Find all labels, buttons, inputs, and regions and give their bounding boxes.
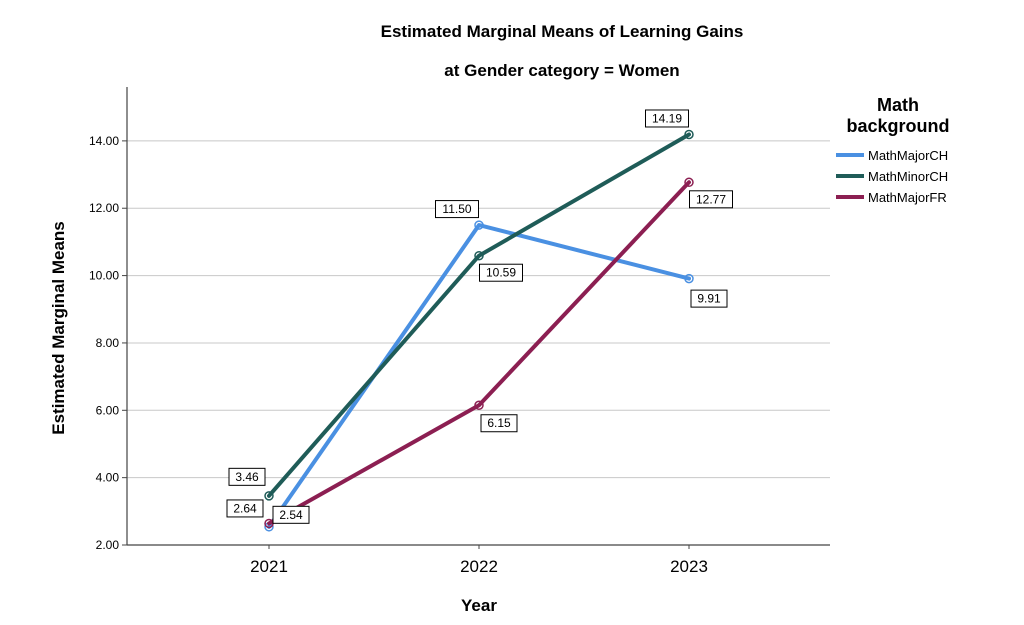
legend-title-line1: Math <box>877 95 919 115</box>
data-label-box <box>435 200 479 219</box>
data-label: 10.59 <box>486 266 516 280</box>
chart-title: Estimated Marginal Means of Learning Gai… <box>381 22 744 41</box>
chart-subtitle: at Gender category = Women <box>444 61 679 80</box>
legend-items: MathMajorCH MathMinorCH MathMajorFR <box>836 148 948 205</box>
x-tick-label: 2023 <box>670 557 708 576</box>
data-point <box>264 491 274 501</box>
data-point <box>474 400 484 410</box>
data-point <box>684 129 694 140</box>
y-tick-label: 12.00 <box>89 201 119 215</box>
data-label-box <box>689 190 733 209</box>
y-tick-labels: 2.00 4.00 6.00 8.00 10.00 12.00 14.00 <box>89 134 119 552</box>
y-tick-label: 4.00 <box>96 471 120 485</box>
y-tick-label: 14.00 <box>89 134 119 148</box>
y-tick-label: 10.00 <box>89 269 119 283</box>
data-label-box <box>479 263 523 282</box>
data-label-box <box>272 505 310 524</box>
data-label: 12.77 <box>696 192 726 206</box>
x-tick-label: 2022 <box>460 557 498 576</box>
y-tick-label: 8.00 <box>96 336 120 350</box>
data-label: 6.15 <box>487 416 511 430</box>
y-tick-label: 6.00 <box>96 403 120 417</box>
legend-label: MathMinorCH <box>868 169 948 184</box>
legend-title-line2: background <box>846 116 949 136</box>
series-line-MathMinorCH <box>267 132 691 498</box>
x-tick-label: 2021 <box>250 557 288 576</box>
data-labels: 2.54 11.50 9.91 3.46 10.59 14.19 2.64 6.15 12.77 <box>226 109 733 524</box>
data-point <box>474 250 484 261</box>
data-label: 14.19 <box>652 111 682 125</box>
data-label-box <box>228 467 266 486</box>
y-tick-label: 2.00 <box>96 538 120 552</box>
axes <box>122 87 830 549</box>
data-label-box <box>226 499 264 518</box>
x-axis-title: Year <box>461 596 497 615</box>
data-label-box <box>480 414 518 433</box>
data-point <box>684 273 694 284</box>
series-line-MathMajorFR <box>267 180 691 526</box>
series-lines <box>264 129 694 532</box>
data-label-box <box>645 109 689 128</box>
data-point <box>684 177 694 188</box>
data-label: 2.64 <box>233 501 257 515</box>
data-point <box>474 220 484 230</box>
legend-label: MathMajorFR <box>868 190 947 205</box>
series-line-MathMajorCH <box>267 223 691 529</box>
data-label: 2.54 <box>279 508 303 522</box>
legend-label: MathMajorCH <box>868 148 948 163</box>
legend: Math background MathMajorCHMathMinorCHMa… <box>836 95 950 205</box>
y-axis-title: Estimated Marginal Means <box>49 221 68 435</box>
data-label-box <box>690 289 728 308</box>
x-tick-labels: 2021 2022 2023 <box>250 557 708 576</box>
data-label: 11.50 <box>442 202 471 216</box>
data-label: 3.46 <box>235 470 259 484</box>
data-label: 9.91 <box>697 292 721 306</box>
